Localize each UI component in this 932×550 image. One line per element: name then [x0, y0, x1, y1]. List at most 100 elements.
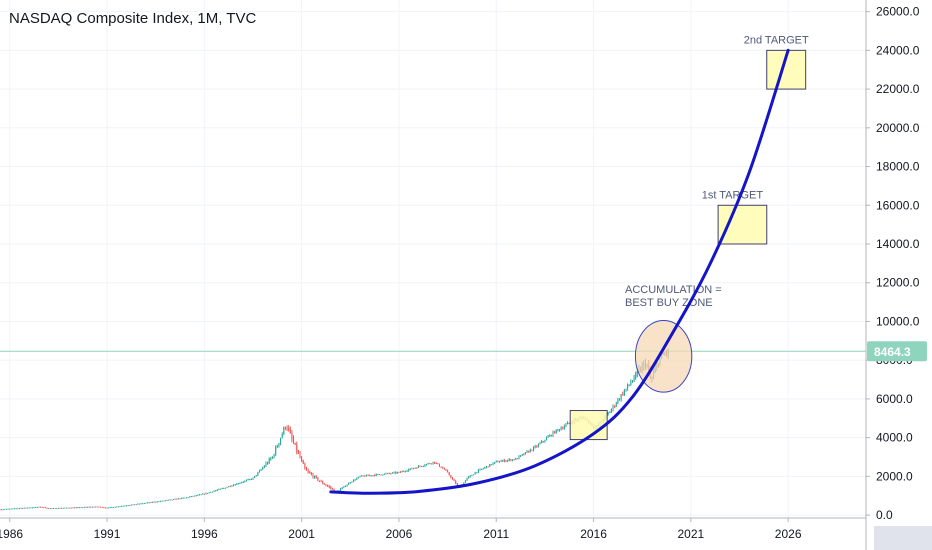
- candle-body: [239, 482, 241, 484]
- candle-body: [555, 429, 557, 434]
- candle-body: [9, 508, 11, 510]
- target-box-2: [717, 204, 768, 245]
- candle-body: [192, 496, 194, 498]
- candle-body: [529, 449, 531, 453]
- candle-body: [393, 472, 395, 474]
- candle-body: [366, 475, 368, 477]
- candle-body: [185, 497, 187, 499]
- candle-body: [130, 504, 132, 506]
- candle-body: [526, 451, 528, 453]
- x-tick-label: 2021: [678, 527, 705, 541]
- candle-body: [242, 481, 244, 483]
- candle-body: [396, 472, 398, 474]
- y-tick-label: 12000.0: [876, 276, 920, 290]
- candle-body: [434, 461, 436, 464]
- candle-body: [404, 471, 406, 473]
- candle-body: [134, 504, 136, 506]
- candle-body: [422, 465, 424, 467]
- candle-body: [406, 470, 408, 472]
- candle-body: [482, 468, 484, 470]
- candle-body: [438, 463, 440, 467]
- candle-body: [408, 469, 410, 471]
- candle-body: [218, 489, 220, 491]
- candle-body: [546, 437, 548, 441]
- candle-body: [187, 497, 189, 499]
- candle-body: [618, 399, 620, 401]
- candle-body: [550, 435, 552, 437]
- candle-body: [320, 481, 322, 483]
- candle-body: [156, 501, 158, 503]
- candle-body: [124, 505, 126, 507]
- candle-body: [327, 485, 329, 487]
- target-box-3: [569, 410, 608, 441]
- candle-body: [486, 466, 488, 468]
- candle-body: [289, 429, 291, 434]
- candle-body: [322, 481, 324, 484]
- candle-body: [367, 475, 369, 477]
- candle-body: [2, 509, 4, 511]
- candle-body: [268, 458, 270, 464]
- candle-body: [421, 466, 423, 468]
- candle-body: [620, 394, 622, 400]
- candle-body: [228, 486, 230, 488]
- candle-body: [315, 476, 317, 478]
- candle-body: [137, 503, 139, 505]
- candle-body: [510, 459, 512, 461]
- candle-body: [244, 480, 246, 482]
- candle-body: [166, 499, 168, 501]
- candle-body: [448, 472, 450, 476]
- candle-body: [7, 508, 9, 510]
- candle-body: [542, 441, 544, 443]
- candle-body: [447, 470, 449, 473]
- candle-body: [36, 506, 38, 508]
- candle-body: [40, 506, 42, 508]
- candle-body: [395, 472, 397, 474]
- candle-body: [463, 482, 465, 485]
- candle-body: [75, 507, 77, 509]
- candle-body: [20, 507, 22, 509]
- candle-body: [344, 486, 346, 488]
- last-price-badge: [867, 341, 927, 362]
- candle-body: [361, 475, 363, 477]
- candle-body: [103, 507, 105, 509]
- candle-body: [633, 378, 635, 381]
- candle-body: [119, 506, 121, 508]
- candle-body: [72, 507, 74, 509]
- candle-body: [173, 499, 175, 501]
- candle-body: [477, 469, 479, 473]
- candle-body: [473, 474, 475, 476]
- candle-body: [14, 508, 16, 510]
- candle-body: [114, 506, 116, 508]
- candle-body: [377, 474, 379, 476]
- candle-body: [469, 475, 471, 477]
- y-tick-label: 10000.0: [876, 314, 920, 328]
- y-tick-label: 16000.0: [876, 198, 920, 212]
- candle-body: [307, 470, 309, 472]
- candle-body: [171, 499, 173, 501]
- candle-body: [413, 468, 415, 470]
- candle-body: [267, 463, 269, 465]
- candle-body: [258, 470, 260, 473]
- y-tick-label: 6000.0: [876, 392, 913, 406]
- candle-body: [280, 438, 282, 444]
- grid: [0, 0, 866, 518]
- candle-body: [547, 436, 549, 438]
- candle-body: [536, 446, 538, 448]
- candle-body: [67, 507, 69, 509]
- candle-body: [260, 469, 262, 471]
- candle-body: [69, 507, 71, 509]
- candle-body: [291, 433, 293, 439]
- candle-body: [374, 475, 376, 477]
- candle-body: [22, 507, 24, 509]
- candle-body: [5, 508, 7, 510]
- candle-body: [1, 509, 3, 511]
- candle-body: [356, 478, 358, 480]
- candle-body: [508, 459, 510, 461]
- candle-body: [98, 506, 100, 508]
- candle-body: [181, 497, 183, 499]
- candle-body: [106, 507, 108, 509]
- candle-body: [437, 463, 439, 465]
- candle-body: [333, 488, 335, 492]
- ellipse-label-line: ACCUMULATION =: [625, 284, 722, 296]
